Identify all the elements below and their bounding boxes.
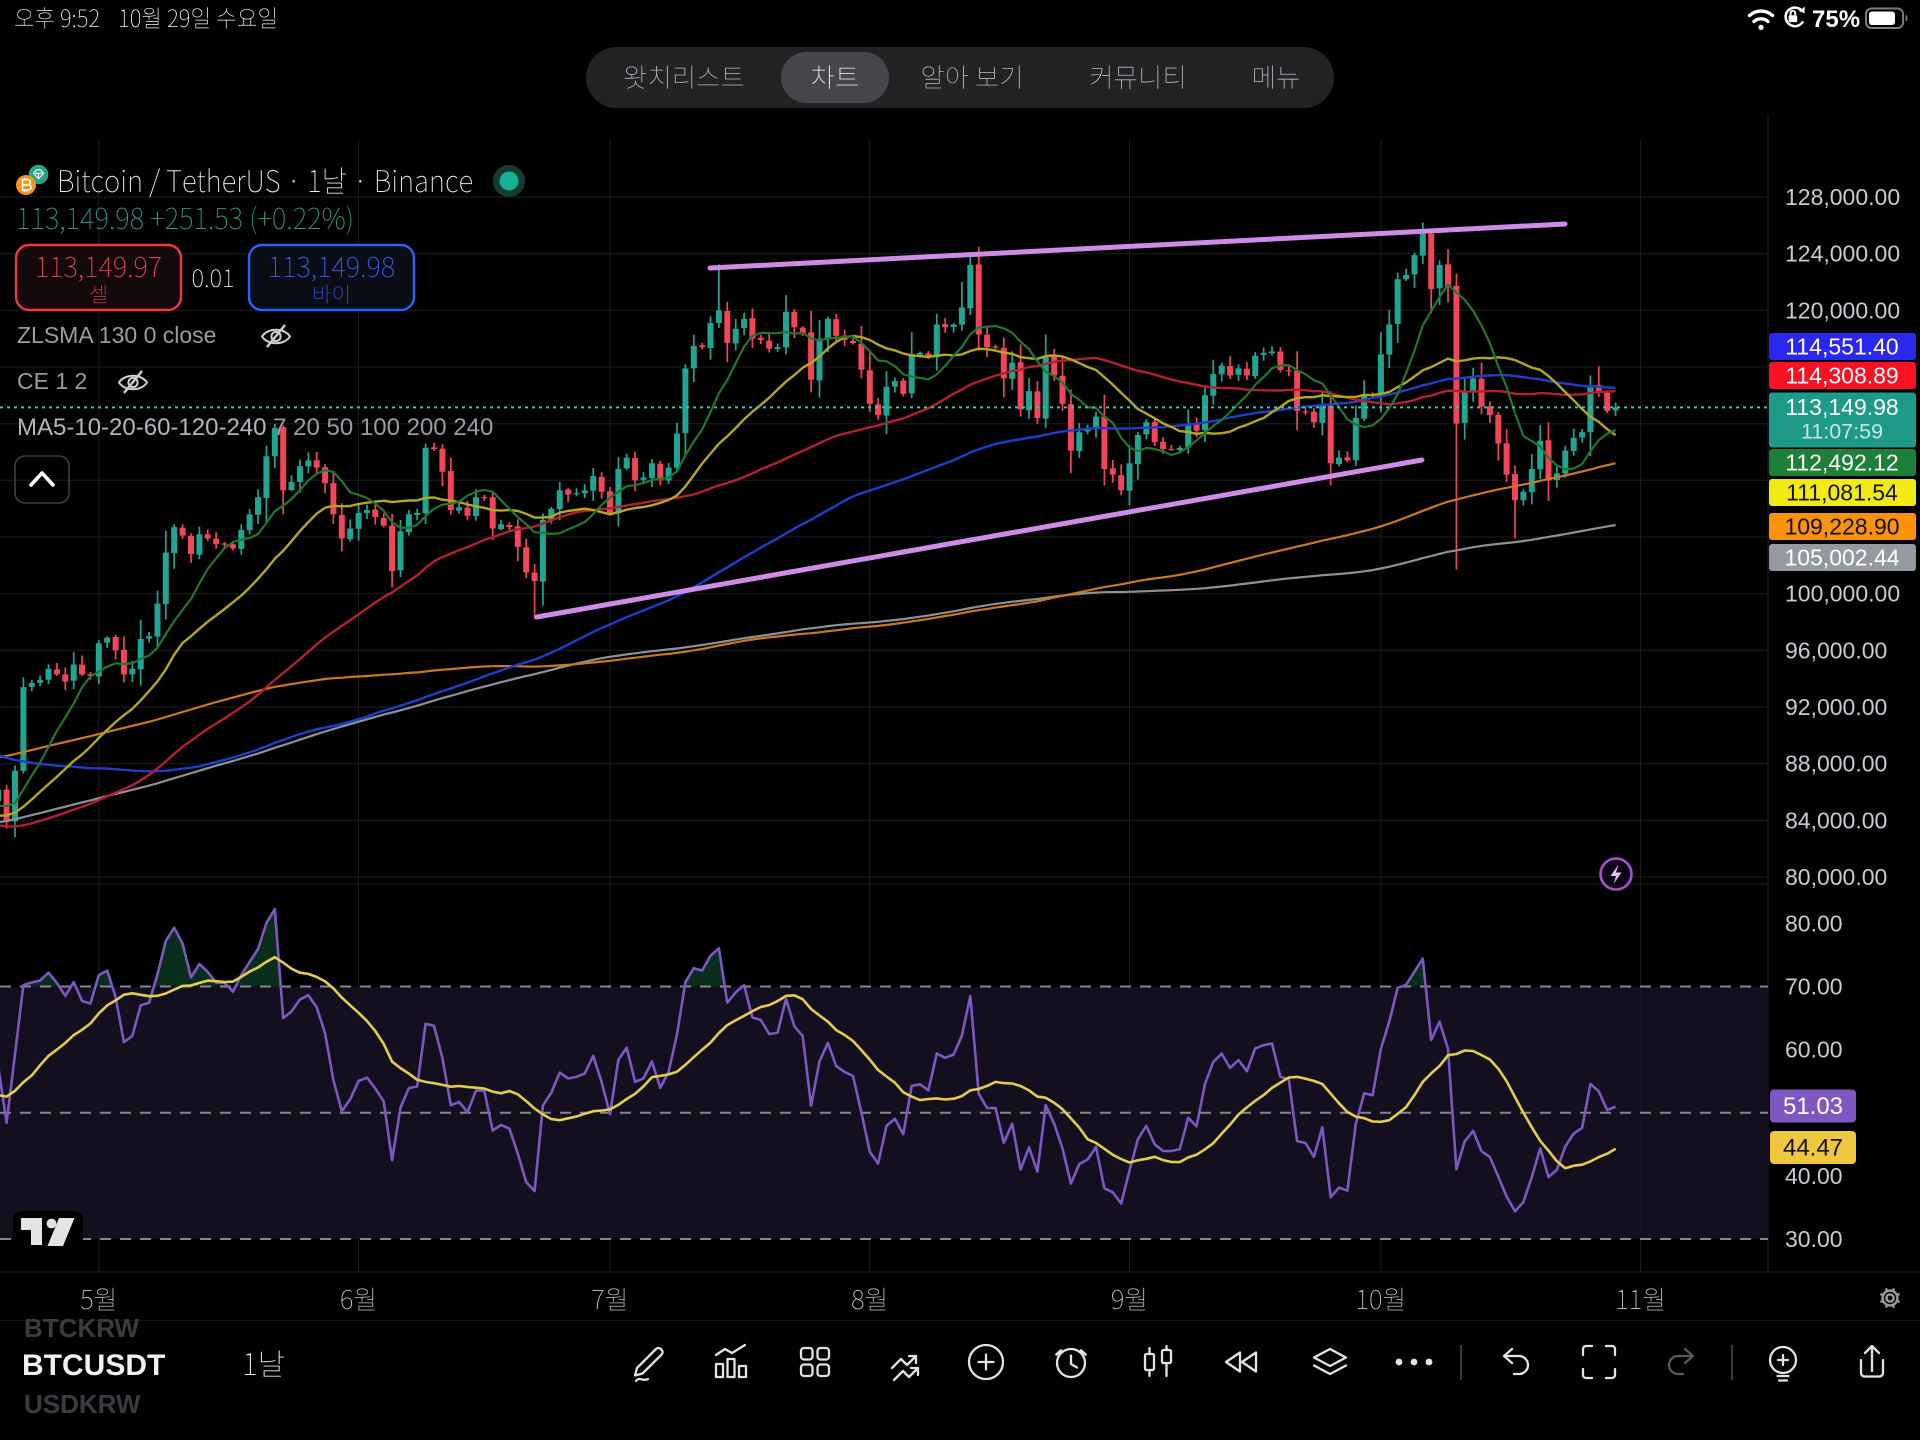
- svg-text:105,002.44: 105,002.44: [1784, 545, 1899, 571]
- svg-text:60.00: 60.00: [1785, 1037, 1843, 1063]
- svg-text:80.00: 80.00: [1785, 910, 1843, 936]
- svg-text:84,000.00: 84,000.00: [1785, 807, 1887, 833]
- svg-text:109,228.90: 109,228.90: [1784, 514, 1899, 540]
- svg-text:96,000.00: 96,000.00: [1785, 637, 1887, 663]
- svg-text:120,000.00: 120,000.00: [1785, 297, 1900, 323]
- svg-text:114,308.89: 114,308.89: [1785, 363, 1898, 389]
- svg-text:111,081.54: 111,081.54: [1786, 480, 1898, 506]
- svg-text:51.03: 51.03: [1783, 1093, 1843, 1120]
- svg-text:CE 1 2: CE 1 2: [17, 368, 87, 394]
- svg-text:124,000.00: 124,000.00: [1785, 241, 1900, 267]
- svg-text:75%: 75%: [1812, 6, 1860, 33]
- svg-text:92,000.00: 92,000.00: [1785, 694, 1887, 720]
- svg-text:88,000.00: 88,000.00: [1785, 751, 1887, 777]
- svg-text:USDKRW: USDKRW: [24, 1389, 141, 1419]
- svg-text:ZLSMA 130 0 close: ZLSMA 130 0 close: [17, 322, 216, 348]
- svg-text:114,551.40: 114,551.40: [1785, 334, 1898, 360]
- svg-text:44.47: 44.47: [1783, 1135, 1843, 1162]
- svg-text:100,000.00: 100,000.00: [1785, 581, 1900, 607]
- svg-text:BTCKRW: BTCKRW: [24, 1313, 140, 1343]
- svg-text:80,000.00: 80,000.00: [1785, 864, 1887, 890]
- svg-text:11:07:59: 11:07:59: [1801, 420, 1883, 444]
- svg-text:70.00: 70.00: [1785, 974, 1843, 1000]
- svg-text:128,000.00: 128,000.00: [1785, 184, 1900, 210]
- svg-text:30.00: 30.00: [1785, 1226, 1843, 1252]
- svg-text:113,149.98: 113,149.98: [1785, 394, 1898, 420]
- svg-text:MA5-10-20-60-120-240 7 20 50 1: MA5-10-20-60-120-240 7 20 50 100 200 240: [17, 414, 493, 441]
- svg-text:40.00: 40.00: [1785, 1163, 1843, 1189]
- svg-text:112,492.12: 112,492.12: [1785, 450, 1898, 476]
- svg-text:BTCUSDT: BTCUSDT: [22, 1349, 165, 1382]
